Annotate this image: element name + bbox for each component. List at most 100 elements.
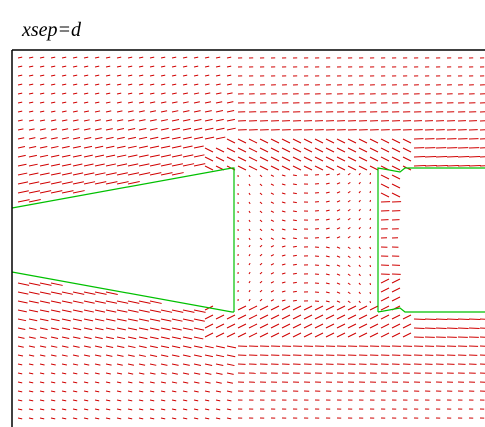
arrow — [358, 165, 368, 171]
arrow — [149, 101, 156, 104]
arrow — [193, 327, 205, 331]
arrow — [292, 305, 302, 311]
arrow — [325, 209, 330, 212]
arrow — [39, 300, 51, 304]
arrow — [182, 145, 193, 149]
arrow — [149, 110, 157, 113]
arrow — [17, 56, 23, 59]
arrow — [138, 56, 144, 59]
arrow — [94, 336, 103, 340]
arrow — [237, 147, 247, 153]
arrow — [347, 264, 351, 268]
arrow — [325, 147, 335, 153]
arrow — [50, 390, 56, 393]
arrow — [160, 110, 168, 113]
arrow — [127, 110, 134, 113]
walls — [11, 167, 485, 313]
arrow — [138, 390, 144, 393]
arrow — [116, 300, 129, 304]
arrow — [17, 363, 23, 366]
arrow — [28, 408, 34, 411]
arrow — [182, 74, 188, 77]
arrow — [50, 101, 56, 104]
arrow — [61, 408, 67, 411]
arrow — [193, 92, 200, 95]
arrow — [105, 181, 118, 185]
arrow — [182, 163, 195, 167]
arrow — [193, 56, 199, 59]
arrow — [347, 172, 351, 176]
arrow — [72, 119, 79, 122]
arrow — [204, 83, 210, 86]
arrow — [138, 372, 145, 375]
arrow — [116, 363, 123, 366]
arrow — [358, 314, 368, 320]
arrow — [138, 363, 146, 366]
arrow — [193, 390, 199, 393]
arrow — [248, 210, 251, 214]
arrow — [204, 147, 214, 153]
arrow — [83, 154, 93, 158]
arrow — [193, 83, 199, 86]
arrow — [50, 408, 56, 411]
arrow — [270, 263, 275, 266]
arrow — [336, 264, 341, 267]
arrow — [182, 83, 188, 86]
arrow — [127, 181, 140, 185]
arrow — [215, 372, 223, 375]
arrow — [215, 92, 222, 95]
arrow — [28, 372, 34, 375]
arrow — [226, 332, 236, 338]
arrow — [116, 110, 123, 113]
arrow — [160, 309, 173, 313]
arrow — [248, 147, 258, 153]
arrow — [72, 399, 78, 402]
arrow — [325, 291, 330, 294]
arrow — [72, 181, 84, 185]
arrow — [182, 318, 194, 322]
arrow — [149, 145, 160, 149]
arrow — [61, 154, 71, 158]
arrow — [171, 354, 180, 358]
arrow — [28, 56, 34, 59]
arrow — [105, 136, 114, 140]
arrow — [160, 390, 166, 393]
arrow — [50, 128, 58, 131]
arrow — [39, 154, 49, 158]
arrow — [61, 327, 71, 331]
arrow — [28, 110, 34, 113]
arrow — [83, 417, 89, 420]
arrow — [259, 138, 269, 144]
arrow — [17, 282, 30, 286]
arrow — [171, 309, 184, 313]
arrow — [72, 318, 83, 322]
arrow — [127, 327, 138, 331]
arrow — [336, 282, 341, 285]
arrow — [215, 110, 224, 113]
arrow — [160, 145, 171, 149]
arrow — [358, 273, 361, 277]
arrow — [182, 119, 191, 122]
arrow — [83, 291, 96, 295]
arrow — [138, 119, 146, 122]
arrow — [259, 201, 263, 205]
arrow — [72, 381, 78, 384]
arrow — [116, 172, 128, 176]
arrow — [72, 408, 78, 411]
arrow — [369, 300, 372, 304]
arrow — [94, 417, 100, 420]
arrow — [149, 127, 158, 131]
arrow — [391, 174, 401, 180]
arrow — [171, 83, 177, 86]
arrow — [17, 309, 27, 313]
arrow — [380, 147, 390, 153]
arrow — [72, 372, 78, 375]
arrow — [116, 336, 126, 340]
arrow — [303, 323, 313, 329]
arrow — [39, 65, 45, 68]
arrow — [336, 300, 341, 303]
arrow — [149, 309, 161, 313]
arrow — [171, 327, 182, 331]
arrow — [160, 83, 166, 86]
arrow — [72, 300, 84, 304]
